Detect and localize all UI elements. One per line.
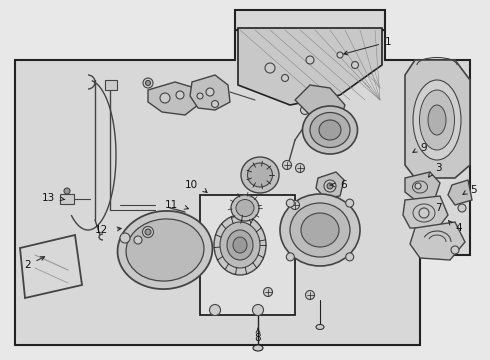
Circle shape — [327, 183, 333, 189]
Circle shape — [265, 63, 275, 73]
Circle shape — [415, 183, 421, 189]
Polygon shape — [448, 180, 472, 205]
Circle shape — [206, 88, 214, 96]
Ellipse shape — [241, 157, 279, 193]
Ellipse shape — [220, 222, 260, 268]
Circle shape — [305, 291, 315, 300]
Circle shape — [210, 305, 220, 315]
Polygon shape — [405, 172, 440, 200]
Ellipse shape — [316, 324, 324, 329]
Circle shape — [160, 93, 170, 103]
Ellipse shape — [319, 120, 341, 140]
Bar — [200, 195, 295, 315]
Circle shape — [346, 199, 354, 207]
Text: 7: 7 — [435, 203, 441, 213]
Text: 5: 5 — [470, 185, 477, 195]
Polygon shape — [403, 196, 448, 228]
Ellipse shape — [419, 90, 455, 150]
Circle shape — [337, 52, 343, 58]
Circle shape — [283, 161, 292, 170]
Ellipse shape — [253, 345, 263, 351]
Bar — [60, 194, 74, 204]
Text: 8: 8 — [255, 333, 261, 343]
Circle shape — [458, 204, 466, 212]
Text: 12: 12 — [95, 225, 108, 235]
Circle shape — [197, 93, 203, 99]
Circle shape — [291, 201, 299, 210]
Polygon shape — [405, 60, 470, 178]
Text: 1: 1 — [385, 37, 392, 47]
Ellipse shape — [310, 112, 350, 148]
Circle shape — [212, 100, 219, 108]
Circle shape — [306, 56, 314, 64]
Ellipse shape — [118, 211, 213, 289]
Ellipse shape — [233, 237, 247, 253]
Circle shape — [351, 62, 359, 68]
Circle shape — [324, 180, 336, 192]
Circle shape — [286, 199, 294, 207]
Ellipse shape — [428, 105, 446, 135]
Ellipse shape — [301, 213, 339, 247]
Text: 3: 3 — [435, 163, 441, 173]
Circle shape — [419, 208, 429, 218]
Polygon shape — [410, 222, 465, 260]
Polygon shape — [148, 82, 198, 115]
Circle shape — [264, 288, 272, 297]
Text: 11: 11 — [165, 200, 178, 210]
Ellipse shape — [227, 230, 253, 260]
Circle shape — [143, 226, 153, 238]
Circle shape — [143, 78, 153, 88]
Polygon shape — [15, 30, 470, 345]
Polygon shape — [316, 172, 344, 198]
Text: 9: 9 — [420, 143, 427, 153]
Polygon shape — [20, 235, 82, 298]
Ellipse shape — [236, 199, 254, 216]
Ellipse shape — [280, 194, 360, 266]
Ellipse shape — [126, 219, 204, 281]
Circle shape — [300, 105, 310, 114]
Ellipse shape — [290, 203, 350, 257]
Ellipse shape — [247, 163, 272, 187]
Circle shape — [134, 236, 142, 244]
Bar — [105, 80, 117, 90]
Circle shape — [281, 75, 289, 81]
Text: 10: 10 — [185, 180, 198, 190]
Circle shape — [295, 163, 304, 172]
Ellipse shape — [231, 195, 259, 221]
Circle shape — [145, 229, 151, 235]
Text: 2: 2 — [24, 260, 31, 270]
Circle shape — [252, 305, 264, 315]
Circle shape — [286, 253, 294, 261]
Polygon shape — [295, 85, 345, 120]
Text: 13: 13 — [42, 193, 55, 203]
Text: 6: 6 — [340, 180, 346, 190]
Ellipse shape — [302, 106, 358, 154]
Text: 4: 4 — [455, 223, 462, 233]
Polygon shape — [190, 75, 230, 110]
Polygon shape — [235, 10, 385, 30]
Polygon shape — [238, 28, 382, 105]
Ellipse shape — [413, 80, 461, 160]
Circle shape — [146, 81, 150, 85]
Circle shape — [317, 105, 323, 111]
Circle shape — [346, 253, 354, 261]
Circle shape — [176, 91, 184, 99]
Ellipse shape — [214, 215, 266, 275]
Circle shape — [120, 233, 130, 243]
Circle shape — [64, 188, 70, 194]
Circle shape — [451, 246, 459, 254]
